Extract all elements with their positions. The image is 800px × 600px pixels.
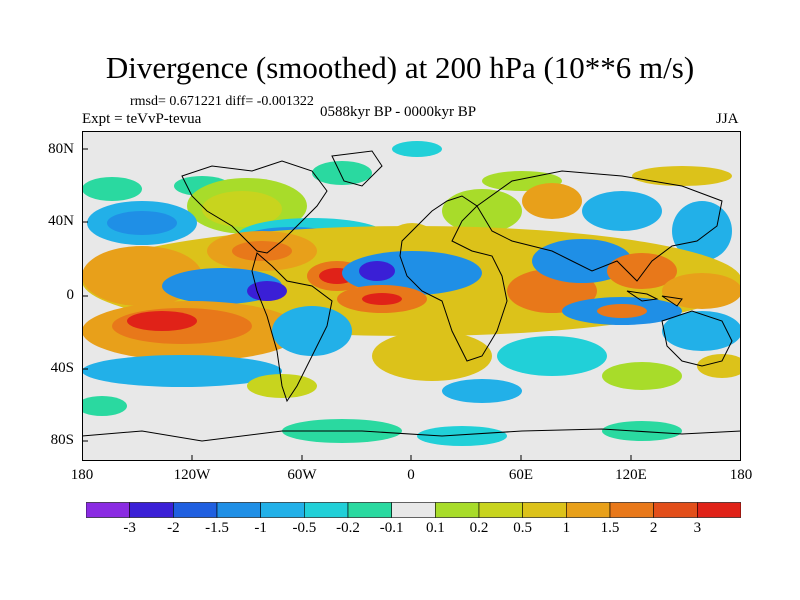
colorbar-label: 0.5 — [513, 520, 533, 536]
colorbar-label: -1 — [254, 520, 267, 536]
lon-label-60w: 60W — [287, 467, 317, 483]
colorbar-swatch — [216, 502, 261, 518]
colorbar-swatch — [391, 502, 436, 518]
colorbar-label: -3 — [123, 520, 136, 536]
colorbar-label: 3 — [693, 520, 702, 536]
colorbar-swatch — [435, 502, 480, 518]
colorbar-swatch — [173, 502, 218, 518]
experiment-label: Expt = teVvP-tevua — [82, 111, 202, 127]
period-label: 0588kyr BP - 0000kyr BP — [320, 104, 477, 120]
colorbar-swatch — [86, 502, 130, 518]
colorbar-label: 1.5 — [600, 520, 620, 536]
colorbar-swatch — [697, 502, 741, 518]
colorbar-label: 2 — [649, 520, 658, 536]
colorbar-swatch — [478, 502, 523, 518]
colorbar-swatch — [609, 502, 654, 518]
plot-title: Divergence (smoothed) at 200 hPa (10**6 … — [105, 50, 695, 85]
tick-marks — [82, 148, 632, 461]
stats-text: rmsd= 0.671221 diff= -0.001322 — [130, 94, 314, 109]
lat-label-40n: 40N — [48, 213, 74, 229]
colorbar-label: 1 — [562, 520, 571, 536]
colorbar-label: 0.1 — [425, 520, 445, 536]
lon-label-180w: 180 — [70, 467, 94, 483]
colorbar-label: -0.5 — [292, 520, 317, 536]
colorbar-swatch — [347, 502, 392, 518]
lon-label-120w: 120W — [173, 467, 211, 483]
colorbar-swatch — [304, 502, 349, 518]
divergence-map — [82, 131, 741, 461]
colorbar-swatch — [129, 502, 174, 518]
field-contours — [82, 141, 741, 446]
colorbar-label: -1.5 — [205, 520, 229, 536]
colorbar-swatch — [566, 502, 611, 518]
colorbar-label: -0.1 — [379, 520, 404, 536]
colorbar-label: -2 — [167, 520, 180, 536]
colorbar-label: 0.2 — [469, 520, 489, 536]
colorbar-swatch — [260, 502, 305, 518]
lon-label-60e: 60E — [508, 467, 534, 483]
lat-label-0: 0 — [66, 287, 75, 303]
lat-label-80n: 80N — [48, 141, 74, 157]
lat-label-40s: 40S — [50, 360, 74, 376]
lon-label-0: 0 — [407, 467, 415, 483]
colorbar-swatch — [653, 502, 698, 518]
colorbar — [86, 502, 741, 518]
coastlines — [82, 150, 741, 442]
lon-label-120e: 120E — [615, 467, 647, 483]
lat-label-80s: 80S — [50, 432, 74, 448]
lon-label-180e: 180 — [729, 467, 753, 483]
colorbar-swatch — [522, 502, 567, 518]
season-label: JJA — [716, 111, 739, 127]
colorbar-label: -0.2 — [336, 520, 360, 536]
